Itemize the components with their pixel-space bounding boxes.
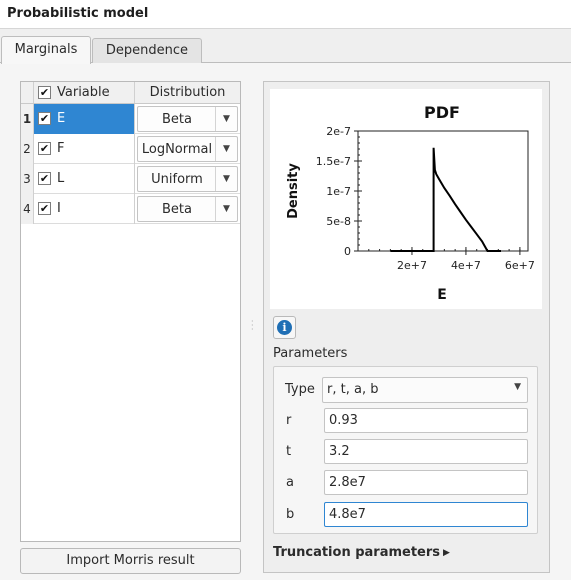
table-row[interactable]: 4 ✔ I Beta ▼ [21,194,240,224]
pdf-series-line [390,147,501,252]
param-label-a: a [286,475,294,490]
row-number: 3 [21,164,34,194]
table-row[interactable]: 2 ✔ F LogNormal ▼ [21,134,240,164]
distribution-select[interactable]: Beta ▼ [137,196,238,222]
info-button[interactable]: i [273,316,296,339]
param-label-b: b [286,507,295,522]
chevron-down-icon[interactable]: ▼ [215,137,237,161]
x-tick-label: 2e+7 [397,259,427,272]
splitter-handle[interactable]: · · · [251,317,254,334]
distribution-value: Uniform [151,172,203,187]
plot-frame [357,130,529,252]
distribution-select[interactable]: Uniform ▼ [137,166,238,192]
param-label-t: t [286,444,292,459]
variable-name: L [57,171,65,186]
distribution-select[interactable]: LogNormal ▼ [137,136,238,162]
y-tick-label: 2e-7 [326,125,351,138]
variable-checkbox[interactable]: ✔ [38,172,51,185]
pdf-chart: PDF 0 5e-8 1e-7 1.5e-7 2e-7 2e+7 4e+7 6e+7 E De… [270,89,542,309]
header-variable-label: Variable [57,85,110,100]
param-field-r[interactable]: 0.93 [324,408,528,433]
parameter-type-select[interactable]: r, t, a, b ▼ [322,377,528,403]
chevron-down-icon[interactable]: ▼ [215,167,237,191]
y-tick-label: 1e-7 [326,185,351,198]
tab-marginals[interactable]: Marginals [1,36,91,64]
y-tick-label: 0 [344,245,351,258]
variable-cell[interactable]: ✔ F [34,134,135,164]
variable-name: E [57,111,66,126]
param-field-a[interactable]: 2.8e7 [324,470,528,495]
chevron-down-icon[interactable]: ▼ [215,107,237,131]
chart-ylabel: Density [286,163,301,219]
row-number: 1 [21,104,34,134]
select-all-checkbox[interactable]: ✔ [38,86,51,99]
distribution-value: Beta [162,112,192,127]
parameters-label: Parameters [273,346,348,361]
chevron-down-icon[interactable]: ▼ [215,197,237,221]
parameter-type-value: r, t, a, b [327,382,379,397]
variable-name: F [57,141,65,156]
variable-cell-selected[interactable]: ✔ E [34,104,135,134]
y-tick-label: 5e-8 [326,215,351,228]
import-morris-button[interactable]: Import Morris result [20,548,241,574]
param-field-t[interactable]: 3.2 [324,439,528,464]
distribution-value: Beta [162,202,192,217]
variable-checkbox[interactable]: ✔ [38,202,51,215]
type-label: Type [285,382,315,397]
panel-title-bar: Probabilistic model [0,0,571,29]
info-icon: i [277,320,292,335]
row-number: 4 [21,194,34,224]
param-label-r: r [286,413,292,428]
table-row[interactable]: 3 ✔ L Uniform ▼ [21,164,240,194]
caret-right-icon: ▶ [443,548,450,558]
tab-bar: Marginals Dependence [0,36,571,64]
y-tick-label: 1.5e-7 [316,155,351,168]
table-row[interactable]: 1 ✔ E Beta ▼ [21,104,240,134]
variable-checkbox[interactable]: ✔ [38,142,51,155]
variables-table: ✔ Variable Distribution 1 ✔ E Beta ▼ 2 ✔… [20,81,241,542]
x-tick-label: 4e+7 [451,259,481,272]
header-variable[interactable]: ✔ Variable [34,82,135,103]
tab-dependence[interactable]: Dependence [92,38,202,63]
truncation-parameters-toggle[interactable]: Truncation parameters ▶ [273,545,450,560]
x-tick-label: 6e+7 [505,259,535,272]
distribution-value: LogNormal [141,142,213,157]
variable-cell[interactable]: ✔ I [34,194,135,224]
chart-title: PDF [424,103,460,122]
variable-checkbox[interactable]: ✔ [38,112,51,125]
variable-name: I [57,201,61,216]
chevron-down-icon[interactable]: ▼ [514,382,521,392]
panel-title: Probabilistic model [7,6,149,21]
truncation-label: Truncation parameters [273,545,441,560]
variable-cell[interactable]: ✔ L [34,164,135,194]
header-distribution[interactable]: Distribution [149,85,226,100]
header-corner [21,82,34,103]
table-header: ✔ Variable Distribution [21,82,240,104]
row-number: 2 [21,134,34,164]
param-field-b[interactable]: 4.8e7 [324,502,528,527]
chart-xlabel: E [437,287,447,303]
distribution-select[interactable]: Beta ▼ [137,106,238,132]
pdf-chart-svg: PDF 0 5e-8 1e-7 1.5e-7 2e-7 2e+7 4e+7 6e+7 E De… [286,103,535,303]
